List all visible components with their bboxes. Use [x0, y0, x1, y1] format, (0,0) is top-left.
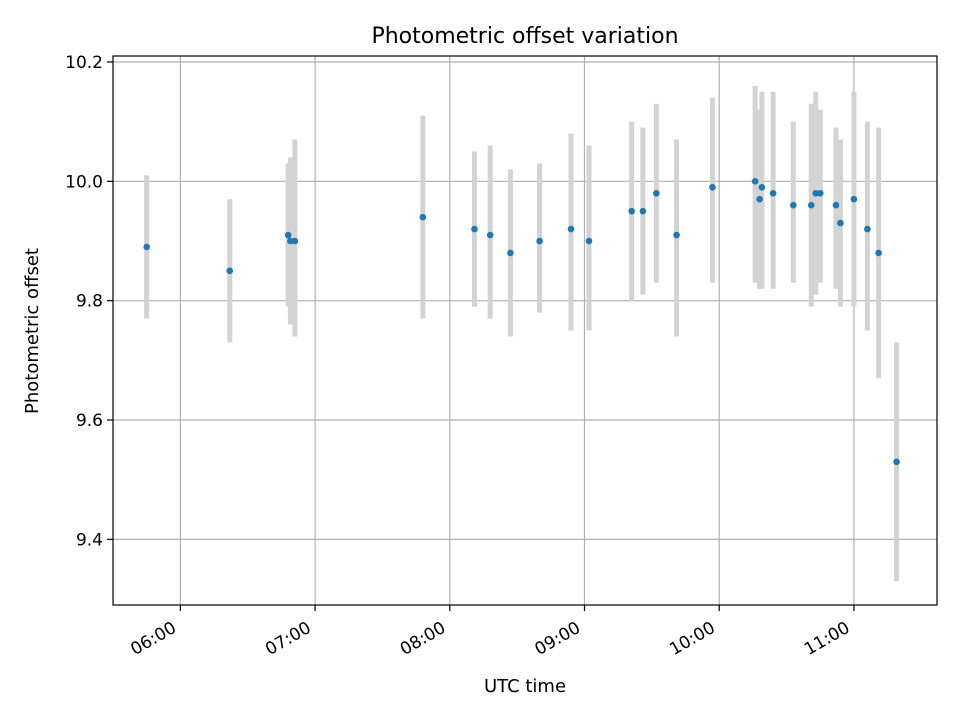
data-point	[226, 267, 234, 275]
data-point	[751, 178, 759, 185]
x-tick-label: 10:00	[666, 618, 718, 660]
data-point	[816, 189, 824, 197]
data-points	[143, 178, 900, 466]
axis-ticks: 06:00 07:00 08:00 09:00 10:00 11:00 9.4 9.6 9.8 1…	[65, 53, 855, 660]
data-point	[709, 183, 716, 191]
data-point	[837, 219, 844, 227]
chart-title: Photometric offset variation	[371, 24, 678, 49]
data-point	[284, 231, 292, 239]
data-point	[143, 243, 150, 251]
data-point	[585, 237, 593, 245]
x-axis-label: UTC time	[484, 676, 566, 697]
data-point	[486, 231, 494, 239]
data-point	[758, 183, 766, 191]
data-point	[673, 231, 680, 239]
data-point	[850, 195, 858, 203]
data-point	[536, 237, 543, 245]
data-point	[419, 213, 427, 221]
data-point	[864, 225, 871, 233]
data-point	[507, 249, 514, 257]
x-tick-label: 08:00	[397, 618, 449, 660]
y-tick-label: 9.8	[76, 292, 103, 312]
y-tick-label: 9.4	[76, 530, 103, 550]
data-point	[832, 201, 840, 209]
y-tick-label: 10.0	[65, 172, 103, 192]
error-bars	[144, 85, 900, 582]
data-point	[471, 225, 478, 233]
x-tick-label: 09:00	[532, 618, 584, 660]
data-point	[807, 201, 815, 209]
y-tick-label: 10.2	[65, 53, 103, 73]
data-point	[639, 207, 647, 215]
plot-frame	[112, 55, 938, 606]
data-point	[875, 249, 882, 257]
data-point	[567, 225, 575, 233]
data-point	[756, 195, 763, 203]
data-point	[291, 237, 299, 245]
data-point	[893, 458, 900, 466]
data-point	[628, 207, 635, 215]
data-point	[790, 201, 797, 209]
x-tick-label: 11:00	[801, 618, 853, 660]
x-tick-label: 07:00	[262, 618, 314, 660]
y-tick-label: 9.6	[76, 411, 103, 431]
x-tick-label: 06:00	[127, 618, 179, 660]
data-point	[769, 189, 777, 197]
data-point	[653, 189, 660, 197]
y-axis-label: Photometric offset	[22, 248, 43, 414]
